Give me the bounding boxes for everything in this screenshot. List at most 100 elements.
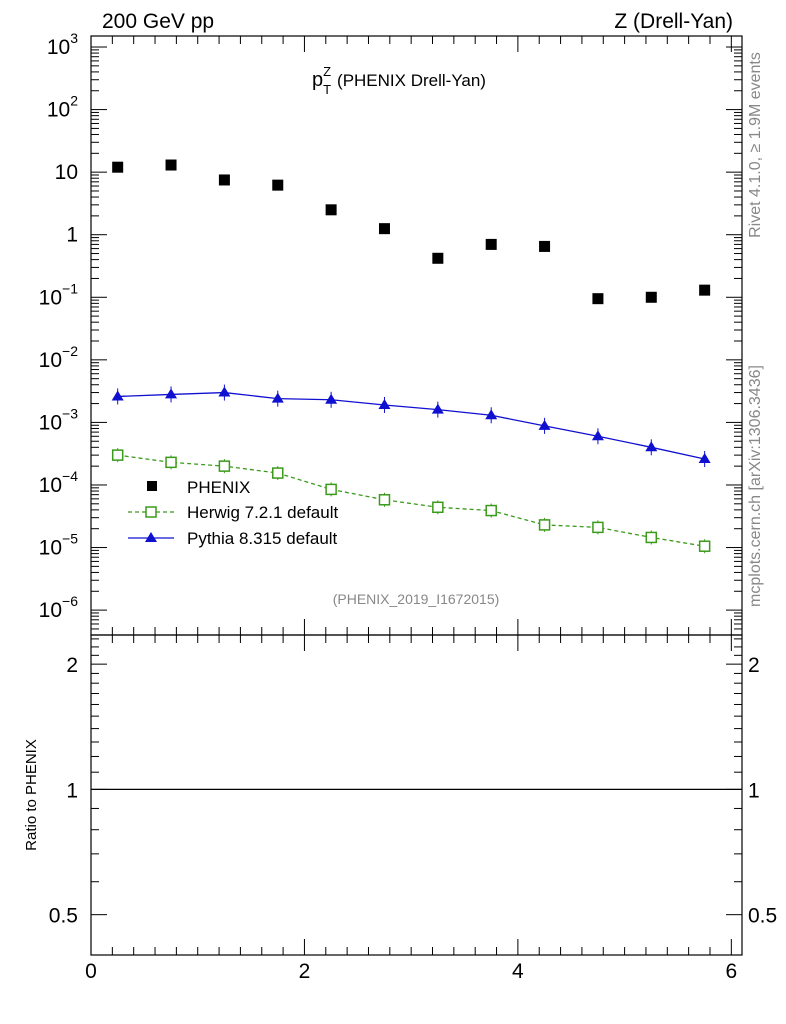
data-point (539, 240, 551, 252)
plot-title: pZ T (PHENIX Drell-Yan) (312, 64, 486, 97)
data-point (165, 388, 178, 399)
x-tick-label: 4 (512, 960, 524, 983)
main-y-tick-label-base: 10 (47, 99, 70, 122)
legend-label-herwig: Herwig 7.2.1 default (187, 503, 338, 522)
main-y-tick-label: 10−2 (39, 343, 79, 372)
main-y-tick-label: 103 (47, 30, 78, 59)
ratio-y-tick-label-right: 1 (748, 779, 760, 802)
x-tick-label: 0 (85, 960, 97, 983)
ratio-y-tick-labels-right: 210.5 (748, 654, 777, 928)
data-point (431, 403, 444, 414)
data-point (272, 467, 284, 479)
main-y-tick-label-base: 10 (55, 161, 78, 184)
series-line (117, 391, 705, 460)
main-y-tick-label: 10 (55, 161, 78, 184)
legend-marker-phenix (147, 481, 157, 491)
main-y-tick-label-base: 10 (39, 537, 62, 560)
series-line (117, 454, 705, 547)
main-y-tick-label-exp: 3 (70, 30, 78, 46)
main-y-tick-label-exp: −5 (62, 531, 78, 547)
main-y-tick-label: 10−6 (39, 593, 79, 622)
process-label: Z (Drell-Yan) (614, 10, 733, 33)
main-y-tick-label: 10−5 (39, 531, 79, 560)
ratio-y-tick-label-right: 2 (748, 654, 760, 677)
main-axis-ticks (90, 36, 742, 636)
ratio-y-tick-label: 0.5 (49, 905, 78, 928)
main-y-tick-label-base: 10 (47, 36, 70, 59)
data-point (165, 159, 177, 171)
data-point (218, 460, 231, 472)
main-y-tick-label-base: 1 (66, 224, 78, 247)
x-tick-label: 2 (299, 960, 311, 983)
series-pythia (111, 384, 711, 468)
data-point (378, 223, 390, 235)
data-point (325, 393, 338, 404)
ratio-y-tick-label: 2 (66, 654, 78, 677)
plot-title-sub: T (323, 82, 331, 97)
ratio-y-tick-label: 1 (66, 779, 78, 802)
data-point (112, 161, 124, 173)
data-point (485, 504, 497, 517)
data-point (432, 252, 444, 264)
main-y-tick-label: 10−3 (39, 405, 79, 434)
main-y-tick-label-exp: −3 (62, 405, 78, 421)
main-y-tick-label-base: 10 (39, 599, 62, 622)
data-point (218, 386, 231, 397)
data-point (645, 531, 658, 544)
ratio-y-tick-labels-left: 210.5 (49, 654, 78, 928)
series-herwig (111, 448, 711, 554)
data-point (111, 449, 124, 461)
plot-title-rest: (PHENIX Drell-Yan) (337, 71, 486, 90)
main-y-tick-label-exp: −6 (62, 593, 78, 609)
legend-marker-herwig (145, 506, 157, 518)
x-tick-labels: 0 2 4 6 (85, 960, 737, 983)
main-y-tick-label-base: 10 (39, 286, 62, 309)
data-point (538, 419, 551, 430)
main-y-tick-label-exp: 2 (70, 93, 78, 109)
legend-marker-pythia (145, 532, 157, 542)
main-y-tick-label-base: 10 (39, 411, 62, 434)
legend-label-pythia: Pythia 8.315 default (187, 529, 338, 548)
data-point (591, 430, 604, 441)
data-point (699, 284, 711, 296)
ratio-axis-ticks (90, 635, 742, 956)
rivet-version-label: Rivet 4.1.0, ≥ 1.9M events (747, 52, 764, 238)
data-point (485, 409, 498, 420)
ratio-y-tick-label-right: 0.5 (748, 905, 777, 928)
plot-title-p: p (312, 69, 323, 91)
main-y-tick-label: 102 (47, 93, 78, 122)
main-y-tick-label: 10−4 (39, 468, 79, 497)
main-y-tick-label-exp: −4 (62, 468, 78, 484)
data-point (218, 174, 230, 186)
series-phenix (112, 159, 711, 305)
data-point (538, 519, 551, 531)
data-point (325, 483, 337, 496)
main-y-tick-label: 10−1 (39, 280, 79, 309)
data-point (645, 441, 658, 452)
energy-label: 200 GeV pp (102, 10, 214, 33)
main-y-tick-label-base: 10 (39, 349, 62, 372)
mcplots-source-label: mcplots.cern.ch [arXiv:1306.3436] (747, 365, 764, 607)
data-point (271, 392, 284, 403)
data-point (272, 179, 284, 191)
data-point (325, 204, 337, 216)
main-y-tick-label-exp: −1 (62, 280, 78, 296)
data-point (432, 501, 444, 514)
data-point (592, 293, 604, 305)
main-y-tick-label: 1 (66, 224, 78, 247)
x-tick-label: 6 (725, 960, 737, 983)
analysis-tag: (PHENIX_2019_I1672015) (333, 591, 500, 607)
data-point (111, 390, 124, 401)
data-point (698, 453, 711, 464)
data-point (378, 398, 391, 409)
main-y-tick-label-base: 10 (39, 474, 62, 497)
data-point (378, 494, 391, 506)
legend-label-phenix: PHENIX (187, 478, 250, 497)
data-point (698, 540, 711, 552)
main-y-tick-label-exp: −2 (62, 343, 78, 359)
ratio-plot-frame (90, 634, 743, 956)
data-point (645, 291, 657, 303)
plot-title-sup: Z (323, 64, 331, 79)
